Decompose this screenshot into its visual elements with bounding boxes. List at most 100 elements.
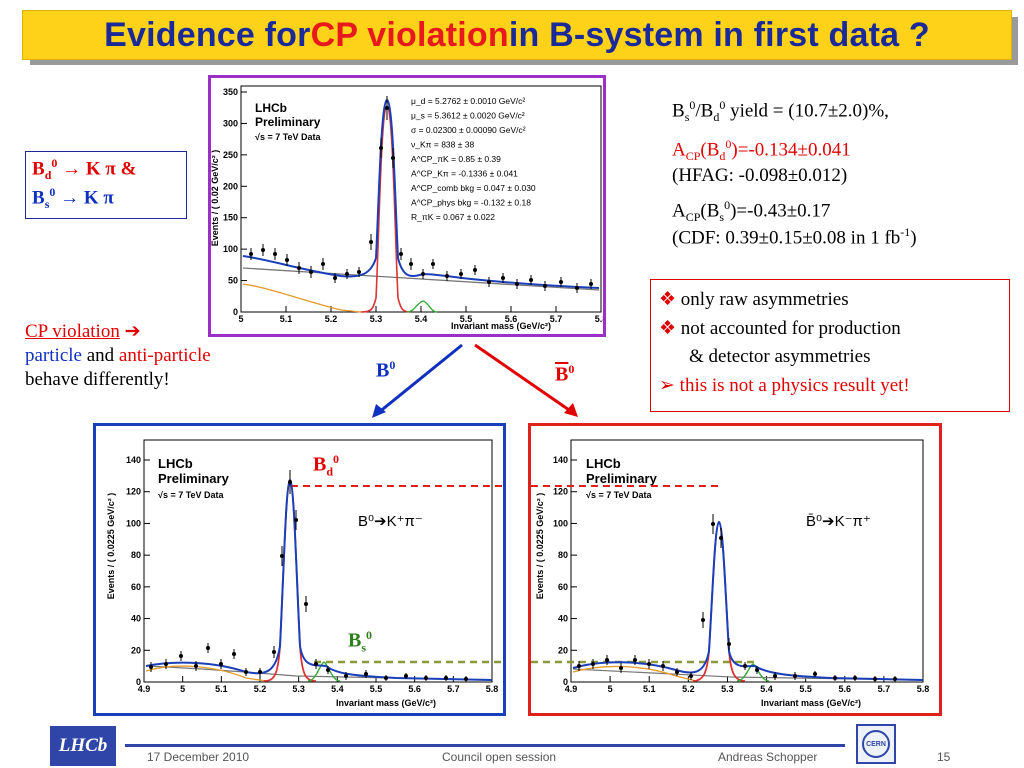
top-bd-peak-curve [360, 105, 412, 313]
decay-line-bs: Bs0 → K π [32, 184, 114, 212]
data-point [773, 674, 777, 678]
fit-parameter: A^CP_πK = 0.85 ± 0.39 [411, 154, 501, 164]
acp-bd-line: ACP(Bd0)=-0.134±0.041 [672, 137, 851, 164]
x-tick-label: 4.9 [565, 684, 578, 694]
data-point [421, 272, 425, 276]
arrow-bullet-icon: ➢ [659, 374, 675, 396]
x-tick-label: 5.2 [254, 684, 267, 694]
x-tick-label: 5.3 [721, 684, 734, 694]
data-point [321, 262, 325, 266]
right-plot-decay: B̄⁰➔K⁻π⁺ [806, 513, 871, 530]
left-plot-sqrt: √s = 7 TeV Data [158, 490, 225, 500]
fit-parameter: σ = 0.02300 ± 0.00090 GeV/c² [411, 125, 526, 135]
data-point [149, 665, 153, 669]
x-tick-label: 5.5 [460, 314, 473, 324]
data-point [294, 518, 298, 522]
x-tick-label: 5.6 [408, 684, 421, 694]
data-point [543, 284, 547, 288]
data-point [487, 280, 491, 284]
x-tick-label: 5 [180, 684, 185, 694]
left-phys-bkg-curve [145, 665, 267, 682]
x-tick-label: 5.4 [760, 684, 773, 694]
left-plot-lhcb: LHCb [158, 456, 193, 471]
data-point [701, 618, 705, 622]
b0bar-label: B0 [555, 362, 575, 386]
x-tick-label: 5 [238, 314, 243, 324]
right-plot-ylabel: Events / ( 0.0225 GeV/c² ) [535, 493, 545, 600]
cern-logo: CERN [856, 724, 896, 764]
note-item-2b: & detector asymmetries [689, 346, 871, 367]
x-tick-label: 5.7 [878, 684, 891, 694]
right-plot-axes [570, 439, 924, 683]
y-tick-label: 80 [558, 550, 568, 560]
fit-parameter: A^CP_phys bkg = -0.132 ± 0.18 [411, 198, 531, 208]
right-bd-peak-curve [692, 520, 746, 682]
left-bs-peak-curve [307, 661, 341, 682]
footer-author: Andreas Schopper [718, 750, 818, 764]
left-plot-axes [143, 439, 493, 683]
x-tick-label: 5.5 [799, 684, 812, 694]
right-plot-xlabel: Invariant mass (GeV/c²) [761, 698, 861, 708]
y-tick-label: 120 [553, 487, 568, 497]
data-point [719, 536, 723, 540]
data-point [261, 248, 265, 252]
data-point [344, 674, 348, 678]
y-tick-label: 50 [228, 276, 238, 286]
data-point [273, 252, 277, 256]
b0bar-arrow-head-icon [564, 403, 578, 417]
footer-date: 17 December 2010 [147, 750, 250, 764]
diamond-bullet-icon: ❖ [659, 289, 677, 310]
x-tick-label: 5.1 [643, 684, 656, 694]
data-point [288, 480, 292, 484]
fit-parameter: μ_s = 5.3612 ± 0.0020 GeV/c² [411, 111, 525, 121]
data-point [232, 652, 236, 656]
top-comb-bkg-curve [242, 267, 600, 291]
y-tick-label: 40 [558, 614, 568, 624]
left-plot-xlabel: Invariant mass (GeV/c²) [336, 698, 436, 708]
y-tick-label: 250 [223, 150, 238, 160]
data-point [244, 670, 248, 674]
bs0-label: Bs0 [348, 628, 373, 655]
data-point [459, 272, 463, 276]
data-point [404, 674, 408, 678]
fit-parameter: ν_Kπ = 838 ± 38 [411, 140, 474, 150]
x-tick-label: 5.1 [215, 684, 228, 694]
y-tick-label: 300 [223, 118, 238, 128]
y-tick-label: 100 [223, 244, 238, 254]
cdf-line: (CDF: 0.39±0.15±0.08 in 1 fb-1) [672, 225, 917, 249]
right-plot-prelim: Preliminary [586, 471, 658, 486]
x-tick-label: 5.2 [325, 314, 338, 324]
data-point [206, 646, 210, 650]
title-text-2: in B-system in first data ? [508, 15, 930, 54]
data-point [793, 674, 797, 678]
data-point [473, 268, 477, 272]
data-point [813, 672, 817, 676]
results-text: Bs0/Bd0 yield = (10.7±2.0)%, ACP(Bd0)=-0… [672, 98, 917, 250]
yield-line: Bs0/Bd0 yield = (10.7±2.0)%, [672, 98, 889, 125]
right-plot-lhcb: LHCb [586, 456, 621, 471]
data-point [619, 666, 623, 670]
data-point [591, 662, 595, 666]
acp-bs-line: ACP(Bs0)=-0.43±0.17 [672, 198, 831, 225]
fit-parameter: μ_d = 5.2762 ± 0.0010 GeV/c² [411, 96, 525, 106]
fit-parameter: A^CP_comb bkg = 0.047 ± 0.030 [411, 183, 536, 193]
y-tick-label: 350 [223, 87, 238, 97]
y-tick-label: 40 [131, 614, 141, 624]
y-tick-label: 20 [131, 645, 141, 655]
right-plot-frame: 0 20 40 60 80 100 120 140 4.9 5 5.1 5.2 5.3 5.4 5.5 5.… [528, 423, 942, 716]
data-point [755, 668, 759, 672]
footer-line [125, 744, 845, 747]
data-point [385, 106, 389, 110]
title-text-cp: CP violation [310, 15, 509, 54]
data-point [689, 674, 693, 678]
right-comb-bkg-curve [572, 668, 924, 681]
note-item-2: ❖ not accounted for production [659, 317, 901, 339]
data-point [633, 658, 637, 662]
note-item-1: ❖ only raw asymmetries [659, 289, 849, 310]
x-tick-label: 5.7 [550, 314, 563, 324]
data-point [379, 146, 383, 150]
footer-session: Council open session [442, 750, 557, 764]
data-point [384, 676, 388, 680]
x-tick-label: 5.4 [415, 314, 428, 324]
data-point [577, 664, 581, 668]
